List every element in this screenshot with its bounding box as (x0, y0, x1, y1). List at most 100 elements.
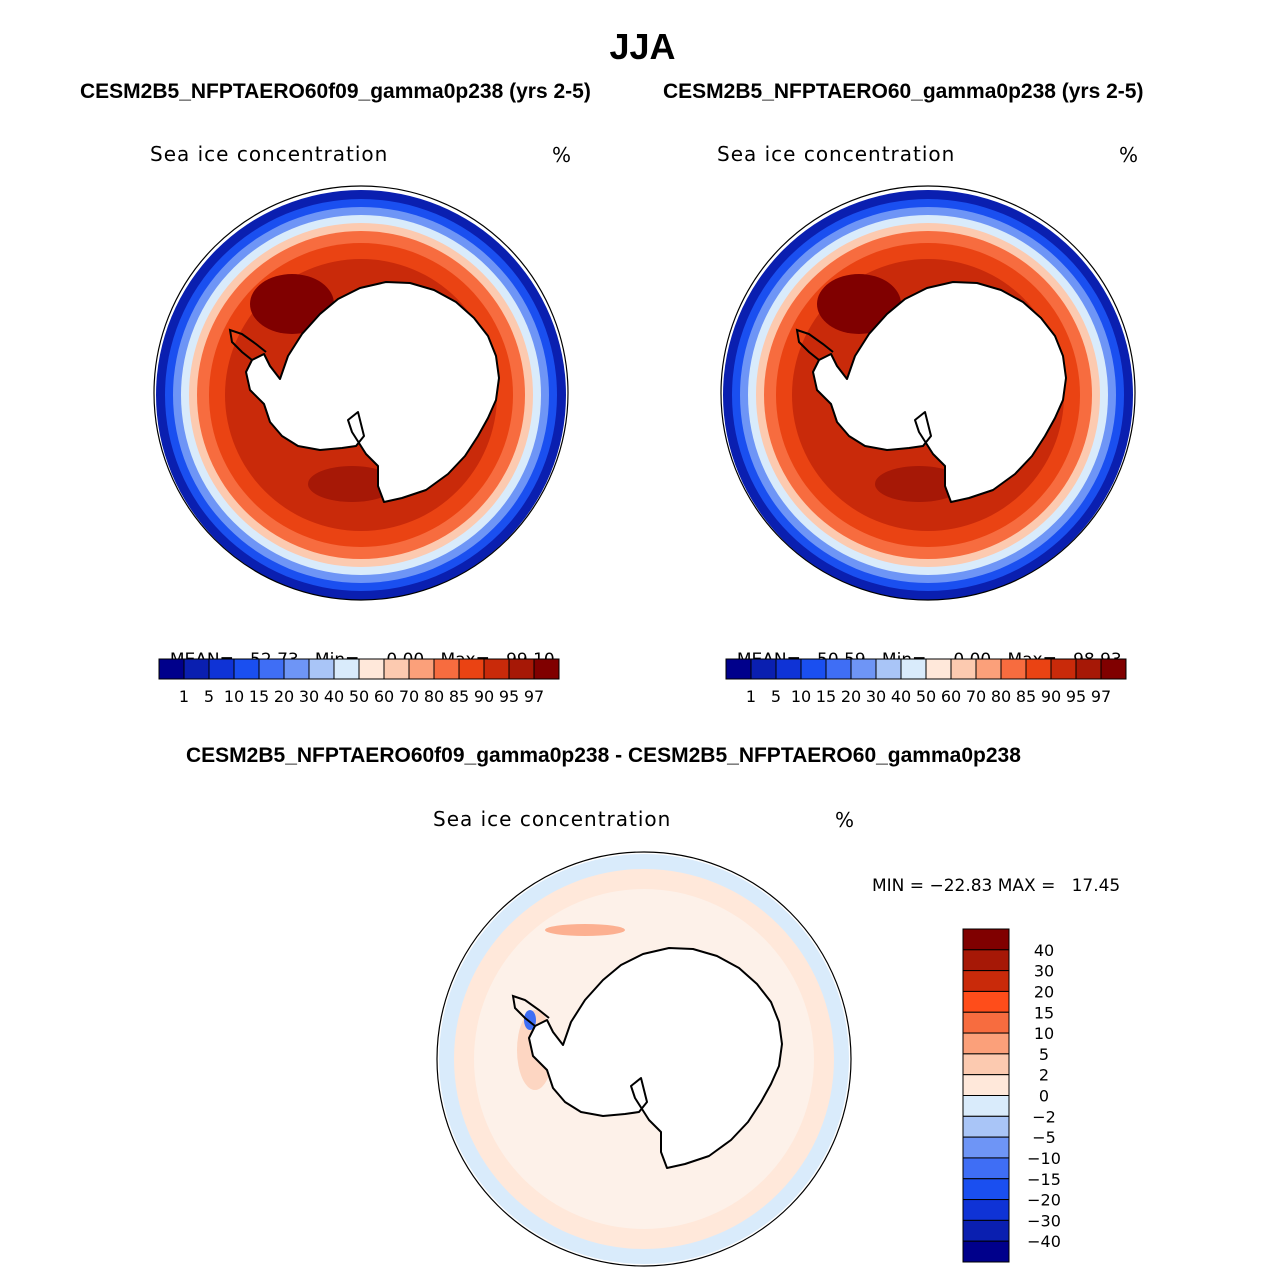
colorbar-swatch (725, 658, 752, 680)
colorbar-swatch (408, 658, 435, 680)
colorbar-tick-label: 0 (1039, 1087, 1049, 1106)
colorbar-swatch (962, 990, 1010, 1013)
colorbar-tick-label: 30 (866, 687, 886, 706)
panel1-case-title: CESM2B5_NFPTAERO60f09_gamma0p238 (yrs 2-… (80, 80, 591, 103)
diff-case-title: CESM2B5_NFPTAERO60f09_gamma0p238 - CESM2… (186, 744, 1021, 767)
colorbar-swatch (383, 658, 410, 680)
colorbar-swatch (925, 658, 952, 680)
colorbar-swatch (962, 1199, 1010, 1221)
colorbar-swatch (962, 1136, 1010, 1159)
colorbar-tick-label: 90 (1041, 687, 1061, 706)
colorbar-panel-2: 1 5 10 15 20 30 40 50 60 70 80 85 90 95 97 (725, 658, 1127, 706)
colorbar-tick-label: −10 (1027, 1149, 1061, 1168)
panel2-case-title: CESM2B5_NFPTAERO60_gamma0p238 (yrs 2-5) (663, 80, 1144, 103)
colorbar-swatch (962, 928, 1010, 951)
antarctica-coastline (528, 947, 783, 1169)
peninsula-coastline (228, 328, 267, 361)
colorbar-tick-label: 10 (224, 687, 244, 706)
colorbar-swatch (183, 658, 210, 680)
map-boundary (153, 185, 569, 601)
map-panel-diff (436, 851, 852, 1267)
colorbar-swatch (962, 1240, 1010, 1263)
colorbar-swatch (962, 1178, 1010, 1201)
colorbar-tick-label: 30 (299, 687, 319, 706)
colorbar-tick-label: 10 (1034, 1024, 1054, 1043)
colorbar-tick-label: 80 (991, 687, 1011, 706)
colorbar-tick-label: 5 (1039, 1045, 1049, 1064)
diff-patch-positive (545, 924, 625, 936)
ice-max-ross (875, 466, 963, 502)
antarctica-coastline (245, 281, 500, 503)
colorbar-swatch (750, 658, 777, 680)
colorbar-swatch (950, 658, 977, 680)
colorbar-tick-label: 95 (1066, 687, 1086, 706)
colorbar-tick-label: 40 (1034, 941, 1054, 960)
colorbar-swatch (1100, 658, 1127, 680)
colorbar-swatch (308, 658, 335, 680)
colorbar-tick-label: 1 (746, 687, 756, 706)
colorbar-tick-label: 30 (1034, 962, 1054, 981)
colorbar-swatch (1075, 658, 1102, 680)
colorbar-tick-label: 50 (349, 687, 369, 706)
colorbar-tick-label: 85 (449, 687, 469, 706)
colorbar-swatch (1025, 658, 1052, 680)
colorbar-tick-label: 1 (179, 687, 189, 706)
page-title: JJA (609, 26, 676, 67)
colorbar-swatch (962, 1011, 1010, 1034)
colorbar-tick-label: 10 (791, 687, 811, 706)
colorbar-tick-label: −2 (1032, 1107, 1056, 1126)
colorbar-swatch (533, 658, 560, 680)
colorbar-swatch (508, 658, 535, 680)
colorbar-tick-label: −20 (1027, 1191, 1061, 1210)
colorbar-swatch (975, 658, 1002, 680)
colorbar-swatch (775, 658, 802, 680)
colorbar-swatch (333, 658, 360, 680)
colorbar-swatch (875, 658, 902, 680)
colorbar-tick-label: 20 (841, 687, 861, 706)
map-boundary (720, 185, 1136, 601)
colorbar-swatch (962, 1157, 1010, 1180)
colorbar-swatch (1000, 658, 1027, 680)
colorbar-swatch (800, 658, 827, 680)
colorbar-tick-label: 5 (204, 687, 214, 706)
panel1-variable-label: Sea ice concentration (150, 142, 389, 166)
colorbar-tick-label: 20 (274, 687, 294, 706)
colorbar-swatch (962, 1032, 1010, 1055)
colorbar-tick-label: 90 (474, 687, 494, 706)
panel2-units: % (1119, 143, 1139, 167)
colorbar-tick-label: 60 (374, 687, 394, 706)
colorbar-tick-label: 40 (891, 687, 911, 706)
diff-units: % (835, 808, 855, 832)
colorbar-swatch (233, 658, 260, 680)
colorbar-swatch (158, 658, 185, 680)
peninsula-coastline (511, 994, 550, 1027)
colorbar-swatch (1050, 658, 1077, 680)
ice-max-ross (308, 466, 396, 502)
panel2-variable-label: Sea ice concentration (717, 142, 956, 166)
colorbar-tick-label: 50 (916, 687, 936, 706)
colorbar-swatch (258, 658, 285, 680)
colorbar-swatch (825, 658, 852, 680)
colorbar-swatch (850, 658, 877, 680)
colorbar-tick-label: −5 (1032, 1128, 1056, 1147)
map-panel-1 (153, 185, 569, 601)
colorbar-panel-1: 1 5 10 15 20 30 40 50 60 70 80 85 90 95 97 (158, 658, 560, 706)
map-panel-2 (720, 185, 1136, 601)
colorbar-tick-label: 15 (249, 687, 269, 706)
colorbar-tick-label: 20 (1034, 982, 1054, 1001)
colorbar-tick-label: 95 (499, 687, 519, 706)
colorbar-tick-label: 80 (424, 687, 444, 706)
colorbar-swatch (962, 1219, 1010, 1242)
colorbar-swatch (483, 658, 510, 680)
colorbar-swatch (433, 658, 460, 680)
colorbar-tick-label: 70 (966, 687, 986, 706)
colorbar-tick-label: −30 (1027, 1211, 1061, 1230)
diff-minmax: MIN = −22.83 MAX = 17.45 (872, 876, 1121, 896)
colorbar-tick-label: 70 (399, 687, 419, 706)
colorbar-swatch (458, 658, 485, 680)
colorbar-swatch (962, 970, 1010, 992)
ice-max-weddell (817, 274, 901, 334)
colorbar-tick-label: 15 (1034, 1003, 1054, 1022)
colorbar-tick-label: −15 (1027, 1170, 1061, 1189)
